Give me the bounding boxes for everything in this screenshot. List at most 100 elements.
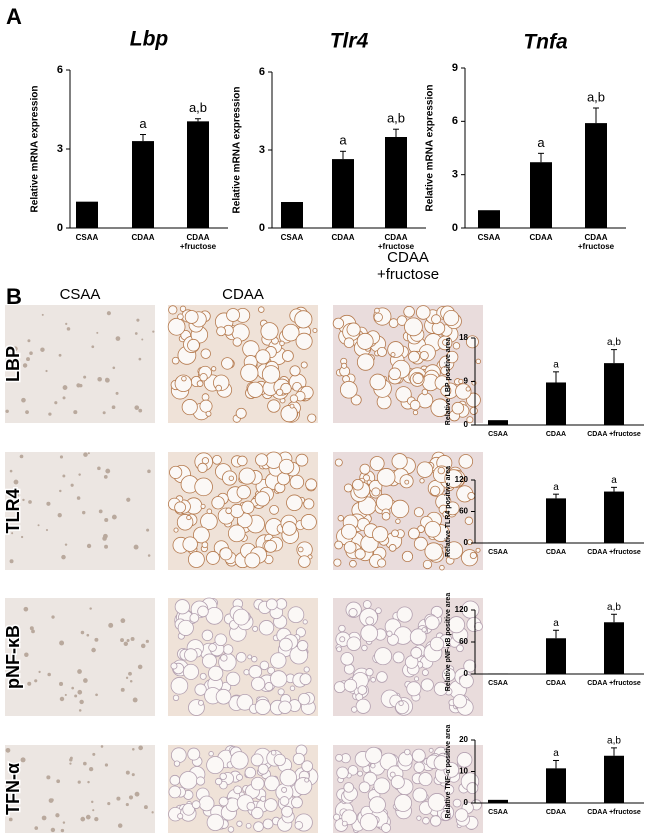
cell [251, 656, 258, 663]
cell [445, 541, 464, 560]
bar [478, 210, 500, 228]
cell [120, 638, 124, 643]
cell [371, 487, 381, 497]
cell [412, 409, 419, 416]
cell [389, 771, 396, 778]
cell [343, 678, 358, 693]
y-axis-label: Relative TLR4 positive area [445, 466, 452, 557]
cell [281, 323, 300, 342]
cell [200, 348, 211, 359]
cell [91, 345, 95, 349]
cell [201, 629, 214, 642]
cell [458, 454, 474, 469]
bar [546, 768, 566, 803]
cell [343, 541, 357, 554]
cell [421, 627, 427, 633]
cell [170, 747, 187, 764]
cell [169, 465, 183, 479]
cell [230, 751, 249, 770]
cell [336, 646, 342, 653]
cell [191, 800, 201, 809]
cell [45, 528, 49, 532]
cell [387, 341, 405, 358]
cell [232, 337, 242, 347]
x-tick-label: CDAA [331, 233, 355, 242]
cell [312, 327, 318, 333]
cell [244, 552, 261, 569]
x-tick-label: CDAA +fructose [587, 431, 641, 438]
cell [170, 662, 178, 670]
cell [189, 613, 200, 623]
cell [370, 763, 376, 769]
y-tick-label: 0 [464, 798, 469, 807]
bar [585, 123, 607, 228]
cell [132, 697, 138, 703]
cell [169, 774, 181, 786]
micrograph [5, 745, 155, 833]
cell [335, 753, 344, 762]
cell [392, 651, 405, 664]
micrograph-bg [5, 745, 155, 833]
cell [125, 676, 129, 679]
cell [96, 331, 99, 334]
cell [62, 821, 66, 824]
cell [19, 455, 22, 458]
x-tick-label: CSAA [75, 233, 99, 242]
cell [221, 357, 234, 370]
y-axis-label: Relative TNF-α positive area [445, 725, 452, 819]
cell [89, 607, 92, 610]
cell [46, 775, 51, 780]
cell [294, 820, 304, 830]
cell [195, 776, 206, 786]
cell [360, 624, 379, 643]
cell [359, 463, 371, 475]
cell [115, 336, 121, 341]
cell [459, 673, 474, 689]
error-bar [553, 759, 559, 769]
cell [51, 615, 55, 619]
micrograph-bg [5, 305, 155, 423]
cell [466, 782, 479, 795]
micrograph [5, 598, 155, 716]
cell [128, 795, 134, 800]
cell [94, 637, 99, 642]
cell [475, 547, 481, 553]
bar [488, 420, 508, 425]
cell [365, 616, 375, 626]
cell [78, 709, 82, 712]
cell [140, 643, 146, 649]
cell [396, 606, 413, 623]
cell [131, 773, 135, 777]
cell [194, 683, 207, 696]
cell [95, 693, 98, 697]
cell [34, 679, 38, 683]
cell [307, 413, 317, 423]
cell [29, 626, 34, 631]
cell [297, 546, 304, 553]
micrograph [333, 598, 483, 716]
cell [181, 375, 187, 382]
cell [182, 536, 198, 552]
cell [69, 756, 73, 760]
cell [442, 338, 449, 346]
cell [105, 468, 111, 474]
cell [433, 755, 450, 771]
annotation: a [139, 116, 147, 131]
cell [424, 521, 441, 538]
cell [85, 814, 91, 820]
cell [408, 350, 420, 363]
cell [126, 497, 131, 502]
cell [59, 455, 64, 459]
cell [339, 380, 358, 399]
cell [280, 382, 292, 395]
micrograph [168, 597, 318, 716]
cell [338, 624, 346, 633]
cell [240, 363, 259, 382]
cell [206, 551, 220, 565]
annotation: a [553, 482, 559, 493]
y-tick-label: 20 [459, 735, 468, 744]
cell [215, 777, 223, 786]
cell [40, 347, 45, 352]
cell [473, 621, 483, 631]
cell [369, 456, 385, 471]
